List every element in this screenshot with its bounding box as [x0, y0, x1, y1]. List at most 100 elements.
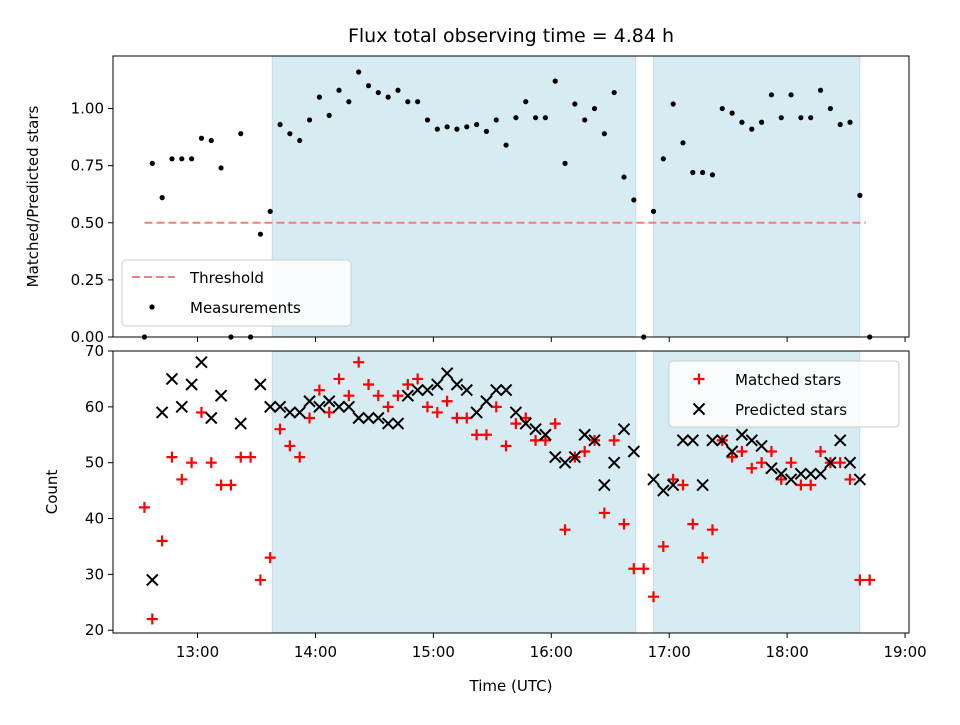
predicted-stars-point	[234, 417, 247, 430]
predicted-stars-point	[784, 473, 798, 486]
matched-stars-point	[579, 446, 591, 458]
y-tick-label: 40	[85, 510, 104, 528]
x-tick-label: 13:00	[176, 643, 219, 661]
matched-stars-point	[530, 434, 542, 446]
predicted-stars-point	[283, 406, 297, 419]
measurement-point	[169, 156, 175, 162]
predicted-stars-point	[657, 484, 670, 497]
legend-threshold-label: Threshold	[189, 269, 264, 287]
measurement-point	[424, 117, 431, 123]
matched-stars-point	[166, 451, 178, 463]
predicted-stars-point	[696, 478, 709, 492]
matched-stars-point	[176, 473, 188, 485]
matched-stars-point	[471, 429, 483, 441]
x-tick-label: 14:00	[294, 643, 337, 661]
predicted-stars-point	[509, 406, 523, 419]
legend-predicted-swatch	[692, 402, 706, 416]
predicted-stars-point	[804, 467, 817, 481]
measurement-point	[415, 99, 421, 105]
legend-matched-label: Matched stars	[735, 371, 841, 389]
predicted-stars-point	[391, 417, 405, 430]
axes-frame	[112, 55, 910, 338]
y-tick-label: 0.75	[71, 157, 104, 175]
matched-stars-point	[235, 451, 247, 463]
measurement-point	[523, 99, 529, 105]
predicted-stars-point	[273, 400, 287, 414]
predicted-stars-point	[254, 378, 267, 391]
matched-stars-point	[785, 457, 797, 469]
measurement-point	[582, 117, 588, 123]
predicted-stars-point	[450, 378, 464, 391]
predicted-stars-point	[480, 395, 493, 408]
measurement-point	[798, 115, 804, 121]
measurement-point	[208, 137, 214, 144]
measurement-point	[287, 131, 293, 137]
matched-stars-point	[795, 479, 807, 491]
measurement-point	[326, 112, 332, 118]
measurement-point	[700, 169, 706, 176]
measurement-point	[483, 128, 490, 134]
predicted-stars-point	[686, 434, 700, 447]
matched-stars-point	[726, 451, 738, 463]
measurement-point	[660, 156, 666, 162]
measurement-point	[611, 89, 617, 96]
predicted-stars-point	[716, 434, 729, 447]
predicted-stars-point	[549, 450, 562, 464]
matched-stars-point	[736, 446, 748, 458]
predicted-stars-point	[607, 456, 621, 469]
measurement-point	[336, 87, 342, 93]
matched-stars-point	[343, 390, 355, 402]
y-tick-label: 70	[85, 342, 104, 360]
measurement-point	[847, 119, 853, 125]
matched-stars-point	[156, 535, 168, 547]
x-tick-label: 17:00	[648, 643, 691, 661]
matched-stars-point	[353, 356, 365, 368]
predicted-stars-point	[205, 411, 218, 425]
matched-stars-point	[412, 373, 424, 385]
matched-stars-point	[441, 395, 453, 407]
measurement-point	[493, 117, 499, 123]
measurement-point	[159, 195, 165, 201]
matched-stars-point	[677, 479, 689, 491]
measurement-point	[385, 94, 391, 100]
measurement-point	[306, 117, 313, 123]
measurement-point	[778, 115, 784, 121]
matched-stars-point	[490, 401, 502, 413]
matched-stars-point	[304, 412, 316, 424]
matched-stars-point	[245, 451, 257, 463]
matched-stars-point	[697, 552, 709, 564]
measurement-point	[532, 115, 539, 121]
matched-stars-point	[323, 406, 335, 418]
axes-frame	[112, 350, 910, 634]
predicted-stars-point	[303, 395, 316, 408]
measurement-point	[356, 69, 362, 75]
matched-stars-point	[205, 457, 217, 469]
predicted-stars-point	[313, 400, 326, 414]
matched-stars-point	[549, 418, 561, 430]
measurement-point	[434, 126, 440, 132]
measurement-point	[267, 208, 273, 214]
matched-stars-point	[284, 440, 296, 452]
matched-stars-point	[854, 574, 866, 586]
measurement-point	[395, 87, 401, 93]
measurement-point	[346, 99, 352, 105]
predicted-stars-point	[775, 467, 788, 481]
measurement-point	[542, 115, 548, 121]
matched-stars-point	[520, 412, 532, 424]
predicted-stars-point	[146, 573, 159, 587]
matched-stars-point	[313, 384, 325, 396]
y-tick-label: 20	[85, 621, 104, 639]
predicted-stars-point	[745, 434, 758, 447]
measurement-point	[709, 172, 716, 178]
matched-stars-point	[805, 479, 817, 491]
legend-box	[121, 259, 352, 327]
y-tick-label: 60	[85, 398, 104, 416]
measurement-point	[464, 124, 470, 130]
matched-stars-point	[598, 507, 610, 519]
matched-stars-point	[765, 446, 777, 458]
predicted-stars-point	[293, 406, 306, 419]
predicted-stars-point	[155, 406, 169, 419]
matched-stars-point	[746, 462, 758, 474]
measurement-point	[690, 169, 696, 176]
measurement-point	[503, 142, 509, 148]
